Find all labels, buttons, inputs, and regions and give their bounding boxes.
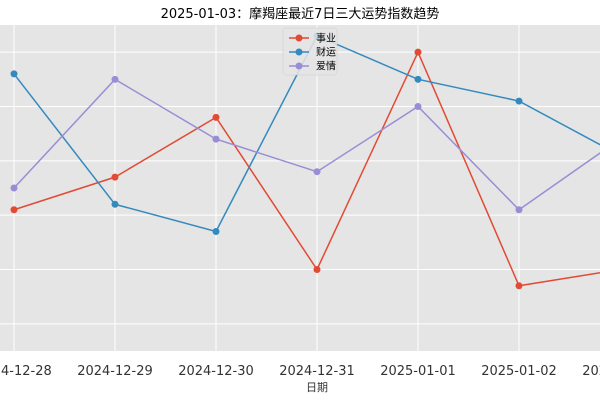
- data-point: [10, 184, 18, 192]
- plot-background: [0, 25, 600, 351]
- data-point: [414, 103, 422, 110]
- grid-lines: [0, 25, 600, 351]
- data-point: [313, 266, 321, 273]
- legend-label: 事业: [316, 32, 336, 45]
- legend-label: 爱情: [316, 60, 336, 73]
- legend-swatch-marker: [295, 62, 303, 70]
- data-point: [212, 227, 220, 235]
- legend-label: 财运: [316, 46, 336, 59]
- data-point: [515, 206, 523, 214]
- x-tick-label: 2024-12-29: [77, 364, 153, 379]
- data-point: [515, 97, 523, 105]
- data-point: [10, 206, 18, 214]
- legend-swatch-marker: [295, 48, 303, 56]
- legend-swatch-marker: [295, 34, 303, 42]
- data-point: [414, 48, 422, 56]
- chart-title: 2025-01-03：摩羯座最近7日三大运势指数趋势: [161, 6, 440, 22]
- data-point: [111, 75, 119, 83]
- data-point: [515, 282, 523, 290]
- x-tick-labels: 2024-12-28 2024-12-29 2024-12-30 2024-12-31…: [0, 364, 600, 379]
- x-axis-title: 日期: [306, 381, 328, 394]
- data-point: [212, 113, 220, 121]
- data-point: [414, 75, 422, 83]
- x-tick-label: 2025-01-01: [380, 364, 456, 379]
- x-tick-label: 2024-12-31: [279, 364, 355, 379]
- data-point: [111, 173, 119, 181]
- data-point: [212, 135, 220, 143]
- data-point: [313, 168, 321, 176]
- x-tick-label: 2024-12-28: [0, 364, 52, 379]
- x-tick-label: 2025-01-03: [582, 364, 600, 379]
- x-tick-label: 2024-12-30: [178, 364, 254, 379]
- data-point: [10, 70, 18, 78]
- data-point: [111, 200, 119, 208]
- x-tick-label: 2025-01-02: [481, 364, 557, 379]
